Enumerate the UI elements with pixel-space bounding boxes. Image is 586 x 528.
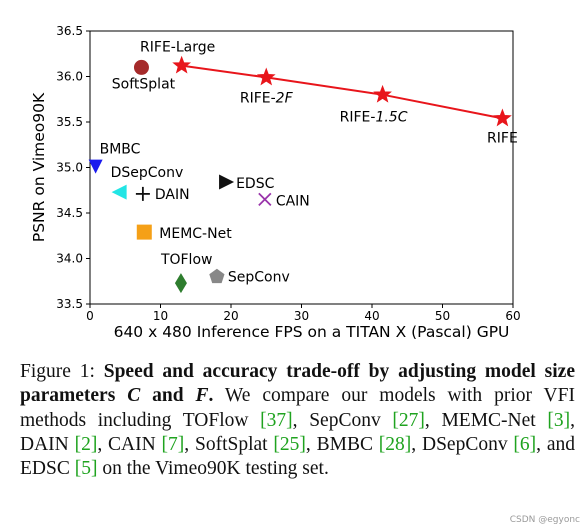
caption-bold-end: . [208,385,214,407]
y-tick-label: 34.5 [56,206,83,220]
y-tick-label: 33.5 [56,297,83,311]
cain-label: CAIN [276,193,310,209]
x-tick-label: 50 [435,309,450,323]
dain-marker [135,186,150,201]
ref-memc-net[interactable]: [3] [547,409,571,431]
ref-dsepconv[interactable]: [6] [513,433,537,455]
caption-var-c: C [127,385,141,407]
dsepconv-label: DSepConv [111,165,184,181]
softsplat-marker [133,59,149,75]
x-tick-label: 0 [86,309,94,323]
memc-net-label: MEMC-Net [159,226,232,242]
rife-2f-star-point [256,67,276,86]
watermark: CSDN @egyonc [509,515,580,525]
memc-net-marker [136,224,152,240]
x-tick-label: 30 [294,309,309,323]
caption-text-5: , CAIN [97,433,162,455]
x-tick-label: 40 [364,309,379,323]
x-axis-label: 640 x 480 Inference FPS on a TITAN X (Pa… [114,323,510,341]
rife-1-5c-star-point [373,84,392,103]
caption-bold-and: and [140,385,196,407]
dain-label: DAIN [155,187,190,203]
dsepconv-marker [111,184,127,200]
y-tick-label: 36.0 [56,70,83,84]
rife-star-point [493,108,512,127]
cain-marker [258,192,272,206]
figure-caption: Figure 1: Speed and accuracy trade-off b… [20,360,575,481]
softsplat-label: SoftSplat [112,76,176,92]
caption-text-2: , SepConv [292,409,393,431]
caption-text-3: , MEMC-Net [424,409,548,431]
caption-text-4: , DAIN [20,409,575,455]
rife-large-label: RIFE-Large [140,40,215,56]
y-tick-label: 36.5 [56,24,83,38]
rife-series-line [181,64,503,120]
bmbc-marker [88,159,103,174]
edsc-marker [219,174,235,190]
ref-toflow[interactable]: [37] [260,409,293,431]
x-tick-label: 60 [505,309,520,323]
rife-1-5c-label: RIFE-1.5C [340,110,408,126]
ref-bmbc[interactable]: [28] [378,433,412,455]
caption-var-f: F [195,385,209,407]
caption-text-10: on the Vimeo90K testing set. [97,458,329,480]
toflow-label: TOFlow [160,252,213,268]
ref-softsplat[interactable]: [25] [273,433,306,455]
bmbc-label: BMBC [100,142,141,158]
sepconv-label: SepConv [228,270,290,286]
rife-2f-label: RIFE-2F [240,90,294,106]
edsc-label: EDSC [236,176,275,192]
rife-large-star-point [172,55,192,74]
x-tick-label: 10 [153,309,168,323]
y-axis-label: PSNR on Vimeo90K [30,92,48,242]
caption-text-6: , SoftSplat [184,433,274,455]
caption-text-8: , DSepConv [411,433,514,455]
ref-dain[interactable]: [2] [74,433,98,455]
caption-prefix: Figure 1: [20,361,104,382]
caption-text-7: , BMBC [305,433,379,455]
toflow-marker [174,273,187,294]
y-tick-label: 34.0 [56,252,83,266]
y-tick-label: 35.5 [56,115,83,129]
caption-text-9: , and EDSC [20,433,576,480]
x-b [258,192,272,206]
sepconv-marker [209,268,225,284]
ref-sepconv[interactable]: [27] [392,409,425,431]
y-tick-label: 35.0 [56,161,83,175]
caption-text-1: We compare our models with prior VFI met… [20,385,575,431]
caption-bold-a: Speed and accuracy trade-off by adjustin… [20,361,575,407]
x-tick-label: 20 [223,309,238,323]
ref-edsc[interactable]: [5] [74,458,98,480]
chart: 0 10 20 30 40 50 60 33.5 34.0 34.5 35.0 35.5 36.0 36.… [30,24,521,341]
rife-label: RIFE [487,130,518,146]
ref-cain[interactable]: [7] [161,433,185,455]
